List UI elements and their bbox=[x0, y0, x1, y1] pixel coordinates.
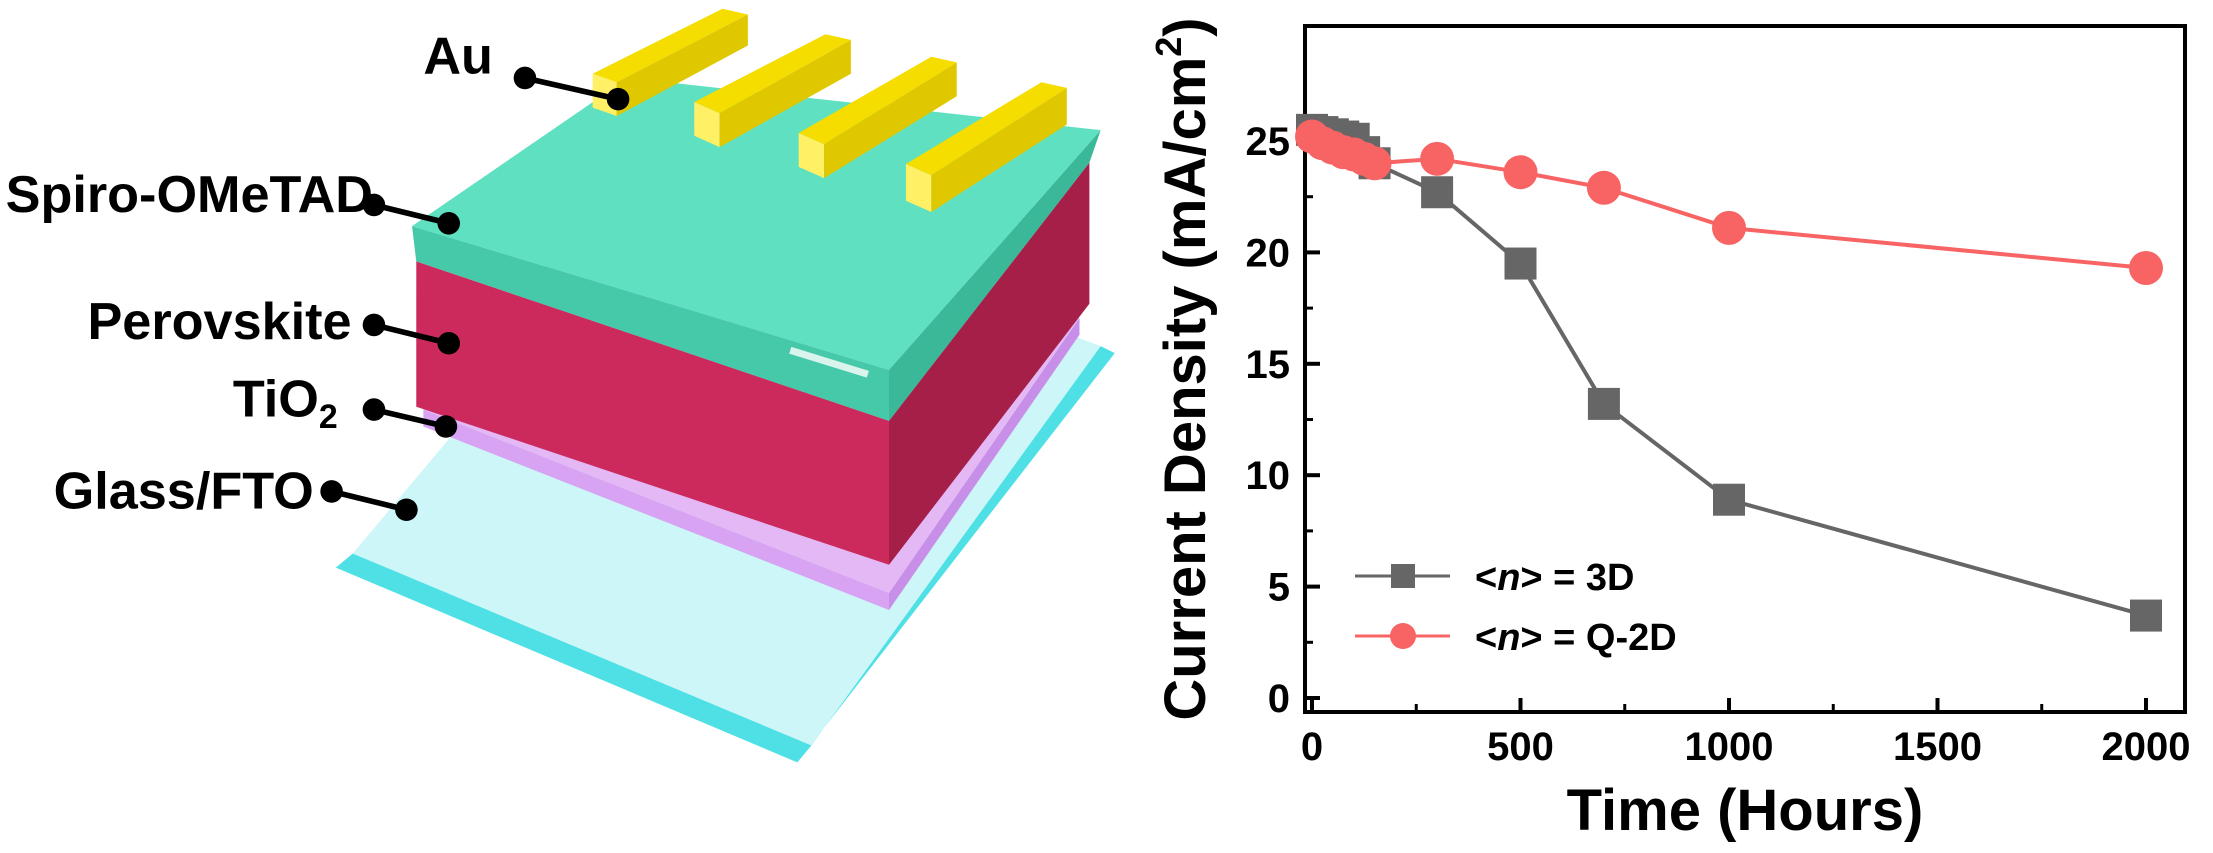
svg-text:TiO2: TiO2 bbox=[233, 371, 338, 436]
data-point bbox=[2130, 599, 2162, 632]
data-point bbox=[1503, 155, 1538, 190]
label-glass-fto: Glass/FTO bbox=[54, 462, 418, 522]
perovskite-layer bbox=[416, 162, 1090, 565]
data-point bbox=[1587, 387, 1620, 420]
y-tick-label: 10 bbox=[1246, 454, 1291, 498]
data-point bbox=[1712, 210, 1746, 245]
svg-text:<n> = Q-2D: <n> = Q-2D bbox=[1475, 617, 1677, 659]
x-tick-label: 500 bbox=[1487, 725, 1554, 769]
x-axis-title: Time (Hours) bbox=[1567, 778, 1924, 843]
svg-text:Au: Au bbox=[423, 28, 493, 86]
x-tick-label: 2000 bbox=[2102, 725, 2191, 769]
plot-frame bbox=[1303, 24, 2187, 714]
data-point bbox=[1713, 483, 1745, 516]
y-axis-title: Current Density (mA/cm2) bbox=[1148, 17, 1218, 720]
data-point bbox=[2129, 250, 2163, 285]
au-bar bbox=[798, 56, 957, 179]
series-q2d bbox=[1295, 119, 2163, 285]
x-tick-label: 0 bbox=[1301, 725, 1323, 769]
device-structure-diagram: Au Spiro-OMeTAD Perovskite TiO2 Glass/FT… bbox=[6, 8, 1115, 763]
label-spiro-ometad: Spiro-OMeTAD bbox=[6, 166, 461, 235]
x-tick-label: 1500 bbox=[1893, 725, 1982, 769]
svg-text:Spiro-OMeTAD: Spiro-OMeTAD bbox=[6, 166, 373, 224]
label-tio2: TiO2 bbox=[233, 371, 458, 438]
svg-text:Perovskite: Perovskite bbox=[87, 293, 351, 351]
legend-item-3d: <n> = 3D bbox=[1355, 557, 1635, 599]
series-3d bbox=[1296, 113, 2162, 632]
x-tick-label: 1000 bbox=[1685, 725, 1774, 769]
data-point bbox=[1421, 176, 1454, 209]
data-point bbox=[1420, 141, 1455, 176]
data-point bbox=[1586, 170, 1621, 205]
label-perovskite: Perovskite bbox=[87, 293, 461, 355]
data-point bbox=[1504, 247, 1537, 280]
y-tick-label: 25 bbox=[1246, 120, 1291, 164]
au-bar bbox=[694, 34, 851, 148]
y-tick-label: 20 bbox=[1246, 231, 1291, 275]
label-au: Au bbox=[423, 28, 630, 111]
legend-item-q2d: <n> = Q-2D bbox=[1355, 617, 1677, 659]
au-bar bbox=[905, 82, 1067, 213]
svg-text:<n> = 3D: <n> = 3D bbox=[1475, 557, 1635, 599]
y-tick-label: 15 bbox=[1246, 343, 1291, 387]
legend: <n> = 3D <n> = Q-2D bbox=[1355, 557, 1677, 659]
data-point bbox=[1357, 146, 1392, 181]
svg-text:Glass/FTO: Glass/FTO bbox=[54, 462, 314, 520]
y-tick-label: 5 bbox=[1268, 566, 1290, 610]
y-tick-label: 0 bbox=[1268, 677, 1290, 721]
